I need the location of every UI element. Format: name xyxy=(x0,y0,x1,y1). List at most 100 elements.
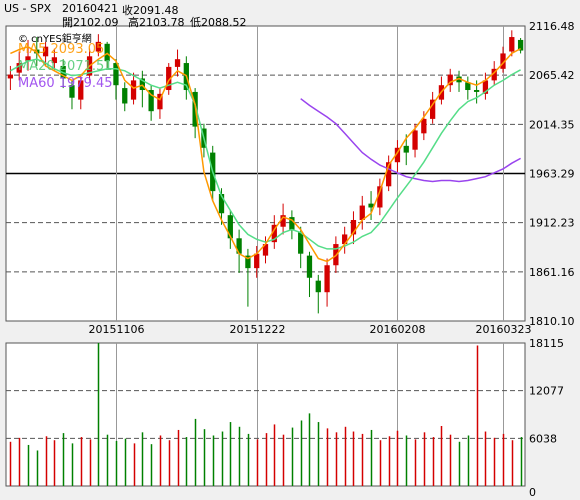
volume-tick-label: 12077 xyxy=(529,385,564,398)
price-tick-label: 2014.35 xyxy=(529,118,575,131)
candlestick xyxy=(148,85,154,121)
candle-body xyxy=(104,43,110,62)
candlestick xyxy=(429,91,436,124)
candlestick xyxy=(350,211,357,245)
candlestick xyxy=(254,245,260,278)
candlestick xyxy=(342,226,348,254)
date-tick-label: 20151222 xyxy=(230,323,286,336)
candle-body xyxy=(245,255,251,269)
price-tick-label: 2116.48 xyxy=(529,20,575,33)
candle-body xyxy=(130,80,137,100)
candlestick xyxy=(113,59,119,100)
candle-body xyxy=(403,145,409,153)
candlestick xyxy=(482,72,489,100)
candlestick xyxy=(95,34,102,57)
candle-body xyxy=(139,78,145,91)
date-tick-label: 20160323 xyxy=(476,323,532,336)
candlestick xyxy=(359,195,365,230)
candle-body xyxy=(315,280,321,293)
candle-body xyxy=(236,238,242,254)
candle-body xyxy=(306,255,313,278)
ma20-line xyxy=(10,58,521,250)
candle-body xyxy=(113,63,119,86)
candle-body xyxy=(51,57,58,64)
candlestick xyxy=(289,210,295,240)
candle-body xyxy=(509,37,515,52)
date-axis-labels: 20151106 20151222 20160208 20160323 xyxy=(89,323,532,336)
candlestick xyxy=(280,203,286,235)
candlestick xyxy=(394,140,401,172)
candle-body xyxy=(122,88,128,104)
candlestick xyxy=(42,41,49,66)
high-price-label: 高2103.78 xyxy=(128,16,185,29)
ma5-line xyxy=(10,45,521,263)
candle-body xyxy=(465,82,471,91)
candlestick xyxy=(139,70,145,108)
candlestick xyxy=(368,191,374,220)
candlestick xyxy=(324,258,330,307)
volume-panel xyxy=(5,342,526,487)
candle-body xyxy=(78,80,84,100)
candlestick xyxy=(51,48,58,71)
date-tick-label: 20151106 xyxy=(89,323,145,336)
candlestick xyxy=(166,63,172,95)
close-price-label: 收2091.48 xyxy=(122,4,179,17)
candle-body xyxy=(517,39,524,51)
candle-body xyxy=(166,66,172,91)
candle-body xyxy=(447,74,453,86)
candlestick xyxy=(104,41,110,69)
candlestick xyxy=(34,37,40,66)
candle-body xyxy=(271,224,277,243)
candlestick xyxy=(456,70,462,92)
candle-body xyxy=(157,93,163,110)
candlestick xyxy=(500,46,506,73)
candle-body xyxy=(218,193,225,214)
volume-tick-label: 18115 xyxy=(529,337,564,350)
candlestick xyxy=(298,226,304,269)
candle-body xyxy=(7,74,14,79)
candle-body xyxy=(69,85,75,98)
candlestick xyxy=(377,178,383,216)
candle-body xyxy=(377,186,383,208)
candle-body xyxy=(95,41,102,52)
candlestick xyxy=(447,68,453,92)
candle-body xyxy=(174,59,181,67)
candle-body xyxy=(298,232,304,254)
open-price-label: 開2102.09 xyxy=(62,16,119,29)
candle-body xyxy=(412,130,418,150)
candlestick xyxy=(69,80,75,110)
candle-body xyxy=(42,46,49,57)
price-tick-label: 1912.23 xyxy=(529,217,575,230)
candle-body xyxy=(289,217,295,230)
price-tick-label: 2065.42 xyxy=(529,69,575,82)
candlestick xyxy=(25,39,31,71)
moving-average-lines xyxy=(10,45,521,263)
candle-body xyxy=(148,90,154,112)
volume-tick-label: 0 xyxy=(529,486,536,499)
candle-body xyxy=(429,99,436,119)
candlestick xyxy=(473,80,480,104)
ma60-legend: MA60 1979.45 xyxy=(18,76,113,91)
candle-body xyxy=(421,118,427,134)
candle-body xyxy=(482,80,489,94)
candlestick xyxy=(122,82,128,112)
candle-body xyxy=(280,215,286,227)
ma60-line xyxy=(300,98,521,183)
candle-body xyxy=(500,53,506,69)
volume-axis-labels: 18115 12077 6038 0 xyxy=(529,337,564,499)
price-axis-labels: 2116.48 2065.42 2014.35 1963.29 1912.23 1861.… xyxy=(529,20,575,328)
candle-body xyxy=(324,265,330,293)
candle-body xyxy=(350,219,357,235)
date-label: 20160421 xyxy=(62,2,118,15)
candle-body xyxy=(368,203,374,208)
candle-body xyxy=(473,90,480,92)
candlestick xyxy=(386,155,392,192)
candle-body xyxy=(342,234,348,245)
candle-body xyxy=(456,76,462,83)
candlestick xyxy=(517,38,524,54)
candlestick xyxy=(509,30,515,57)
candlestick xyxy=(227,210,233,249)
volume-bars xyxy=(9,343,523,486)
date-tick-label: 20160208 xyxy=(370,323,426,336)
